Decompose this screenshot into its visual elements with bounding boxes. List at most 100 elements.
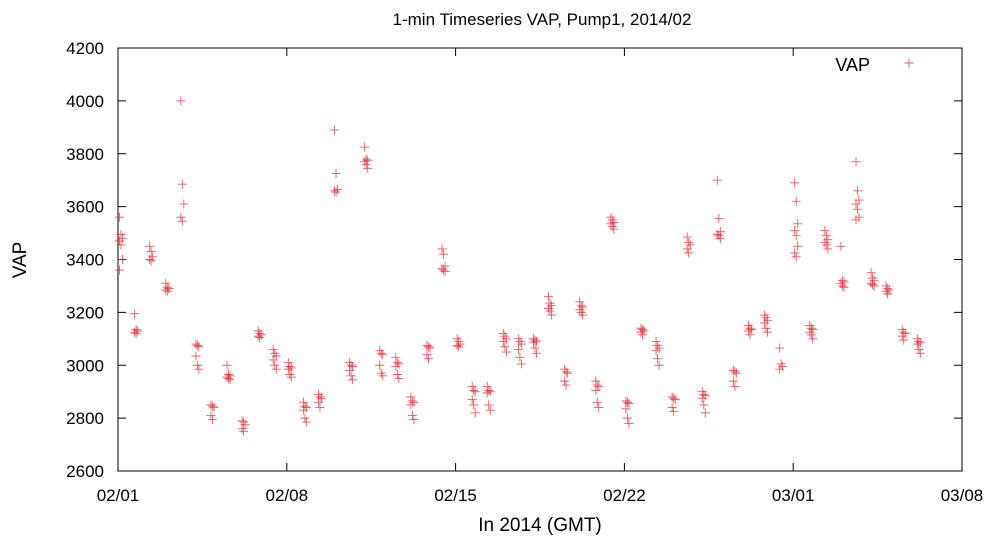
data-point: [207, 401, 217, 411]
data-point: [561, 380, 571, 390]
legend-label-vap: VAP: [835, 55, 870, 75]
data-point: [575, 297, 585, 307]
data-point: [392, 370, 402, 380]
data-point: [484, 400, 494, 410]
data-point: [609, 224, 619, 234]
data-point: [394, 373, 404, 383]
y-tick-label: 2600: [66, 462, 104, 481]
data-point: [286, 372, 296, 382]
data-point: [821, 231, 831, 241]
x-axis-label: In 2014 (GMT): [478, 515, 602, 536]
y-tick-label: 3600: [66, 198, 104, 217]
data-point: [115, 265, 125, 275]
data-point: [315, 392, 325, 402]
data-point: [376, 368, 386, 378]
data-point: [331, 187, 341, 197]
data-point: [531, 348, 541, 358]
data-point: [516, 339, 526, 349]
data-point: [897, 331, 907, 341]
data-point: [561, 367, 571, 377]
data-point: [853, 186, 863, 196]
data-point: [731, 368, 741, 378]
data-point: [454, 342, 464, 352]
data-point: [194, 342, 204, 352]
data-point: [239, 426, 249, 436]
data-point: [515, 352, 525, 362]
data-point: [790, 248, 800, 258]
data-point: [699, 389, 709, 399]
data-point: [391, 352, 401, 362]
data-point: [869, 281, 879, 291]
data-point: [851, 199, 861, 209]
data-point: [268, 344, 278, 354]
data-point: [467, 381, 477, 391]
data-point: [545, 306, 555, 316]
data-point: [700, 408, 710, 418]
data-point: [730, 367, 740, 377]
data-point: [239, 417, 249, 427]
x-tick-label: 02/08: [266, 486, 309, 505]
data-point: [131, 329, 141, 339]
data-point: [899, 327, 909, 337]
data-point: [621, 404, 631, 414]
data-point: [851, 215, 861, 225]
y-tick-label: 4000: [66, 92, 104, 111]
data-point: [375, 360, 385, 370]
data-point: [624, 399, 634, 409]
data-point: [422, 350, 432, 360]
data-point: [439, 249, 449, 259]
data-point: [392, 358, 402, 368]
data-point: [145, 255, 155, 264]
data-point: [500, 331, 510, 341]
data-point: [146, 256, 156, 266]
data-point: [409, 414, 419, 424]
data-point: [851, 157, 861, 167]
data-point: [313, 397, 323, 407]
data-point: [653, 340, 663, 350]
data-point: [775, 364, 785, 374]
data-point: [469, 385, 479, 395]
data-point: [345, 366, 355, 376]
data-point: [868, 280, 878, 290]
x-tick-label: 02/22: [603, 486, 646, 505]
data-point: [271, 364, 281, 374]
data-point: [914, 344, 924, 354]
data-point: [360, 142, 370, 152]
data-point: [222, 360, 232, 370]
data-point: [823, 244, 833, 254]
data-point: [915, 348, 925, 358]
data-point: [391, 362, 401, 372]
x-tick-label: 03/01: [772, 486, 815, 505]
data-point: [330, 125, 340, 135]
data-point: [145, 241, 155, 251]
data-point: [714, 231, 724, 241]
y-axis-ticks: 2600 2800 3000 3200 3400 3600 3800 4000 4200: [66, 39, 962, 481]
data-point: [194, 364, 204, 374]
y-tick-label: 3000: [66, 356, 104, 375]
data-point: [423, 342, 433, 352]
legend-marker-plus: [904, 58, 914, 68]
data-point: [914, 336, 924, 346]
data-point: [790, 178, 800, 188]
data-point: [837, 281, 847, 291]
data-point: [866, 268, 876, 278]
data-point: [712, 175, 722, 185]
y-tick-label: 3200: [66, 303, 104, 322]
data-point: [791, 196, 801, 206]
data-point: [161, 285, 171, 295]
data-point: [684, 237, 694, 247]
x-tick-label: 02/01: [97, 486, 140, 505]
data-point: [207, 414, 217, 424]
data-point: [301, 417, 311, 427]
y-axis-label: VAP: [10, 242, 31, 279]
data-point: [300, 413, 310, 423]
data-point: [330, 186, 340, 196]
data-point: [467, 395, 477, 405]
data-point: [791, 252, 801, 262]
data-point: [484, 385, 494, 395]
data-point: [452, 340, 462, 350]
data-point: [763, 327, 773, 337]
data-point: [315, 403, 325, 413]
x-tick-label: 03/08: [941, 486, 984, 505]
